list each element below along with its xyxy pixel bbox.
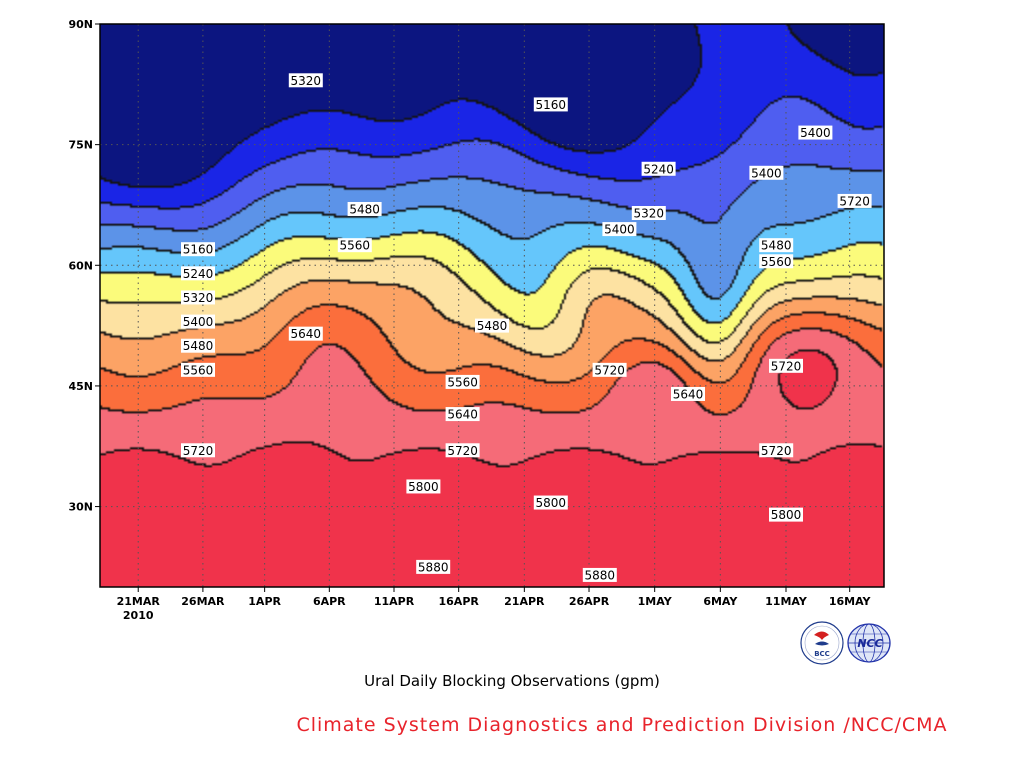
svg-text:NCC: NCC (857, 637, 882, 650)
contour-label: 5320 (288, 73, 323, 88)
contour-label: 5400 (749, 165, 784, 180)
svg-text:5640: 5640 (291, 327, 322, 341)
x-tick-label: 16APR (439, 595, 480, 608)
contour-label: 5240 (181, 266, 215, 281)
svg-text:5640: 5640 (673, 387, 704, 401)
svg-text:5320: 5320 (183, 291, 214, 305)
contour-label: 5400 (798, 125, 833, 140)
y-tick-label: 45N (68, 380, 93, 393)
contour-label: 5480 (181, 338, 215, 353)
contour-label: 5160 (533, 97, 568, 112)
contour-label: 5720 (181, 443, 215, 458)
x-tick-label: 6APR (313, 595, 346, 608)
x-year-label: 2010 (123, 609, 154, 622)
svg-text:5240: 5240 (643, 162, 674, 176)
svg-text:5480: 5480 (761, 239, 792, 253)
svg-text:5800: 5800 (536, 496, 567, 510)
contour-label: 5240 (641, 161, 676, 176)
contour-label: 5400 (181, 314, 215, 329)
x-tick-label: 1MAY (638, 595, 673, 608)
plot-area (100, 24, 884, 587)
x-tick-label: 11MAY (765, 595, 808, 608)
contour-label: 5160 (181, 242, 215, 257)
svg-text:5720: 5720 (447, 444, 478, 458)
chart-title: Ural Daily Blocking Observations (gpm) (364, 672, 660, 690)
svg-text:5560: 5560 (183, 363, 214, 377)
contour-label: 5400 (602, 222, 637, 237)
svg-text:5560: 5560 (447, 375, 478, 389)
contour-label: 5720 (592, 362, 627, 377)
contour-label: 5640 (288, 326, 323, 341)
svg-text:5320: 5320 (291, 74, 322, 88)
contour-label: 5560 (445, 374, 480, 389)
credit-line: Climate System Diagnostics and Predictio… (296, 714, 948, 736)
y-tick-label: 90N (68, 18, 93, 31)
contour-label: 5800 (533, 495, 568, 510)
y-tick-label: 30N (68, 501, 93, 514)
x-tick-label: 6MAY (703, 595, 738, 608)
x-tick-label: 1APR (248, 595, 281, 608)
contour-label: 5480 (475, 318, 509, 333)
y-tick-label: 75N (68, 139, 93, 152)
svg-text:5240: 5240 (183, 267, 214, 281)
y-tick-label: 60N (68, 259, 93, 272)
contour-label: 5480 (347, 201, 382, 216)
x-tick-label: 16MAY (829, 595, 872, 608)
svg-text:5880: 5880 (418, 560, 449, 574)
svg-text:5480: 5480 (477, 319, 508, 333)
svg-text:BCC: BCC (814, 650, 830, 658)
x-tick-label: 11APR (374, 595, 415, 608)
contour-label: 5880 (416, 559, 451, 574)
contour-label: 5640 (445, 407, 480, 422)
svg-text:5480: 5480 (349, 202, 380, 216)
svg-text:5880: 5880 (585, 568, 616, 582)
contour-label: 5800 (406, 479, 441, 494)
svg-text:5560: 5560 (340, 239, 371, 253)
svg-text:5400: 5400 (751, 166, 782, 180)
svg-text:5800: 5800 (771, 508, 802, 522)
x-tick-label: 26MAR (181, 595, 225, 608)
contour-field (100, 24, 884, 587)
x-tick-label: 21MAR (117, 595, 161, 608)
contour-label: 5800 (769, 507, 803, 522)
ncc-logo: NCC (847, 623, 891, 663)
svg-text:5720: 5720 (839, 194, 870, 208)
contour-label: 5560 (181, 362, 215, 377)
plot-frame (99, 23, 885, 588)
svg-text:5320: 5320 (634, 207, 665, 221)
x-tick-label: 26APR (569, 595, 610, 608)
contour-label: 5720 (445, 443, 480, 458)
contour-label: 5880 (582, 567, 617, 582)
svg-text:5720: 5720 (594, 363, 625, 377)
contour-label: 5720 (837, 193, 872, 208)
svg-text:5160: 5160 (536, 98, 567, 112)
svg-text:5560: 5560 (761, 255, 792, 269)
contour-label: 5320 (631, 206, 666, 221)
svg-text:5640: 5640 (447, 408, 478, 422)
svg-text:5160: 5160 (183, 243, 214, 257)
grid-lines (100, 24, 884, 587)
svg-text:5400: 5400 (604, 223, 635, 237)
contour-label: 5640 (671, 386, 705, 401)
svg-text:5400: 5400 (183, 315, 214, 329)
svg-text:5720: 5720 (771, 359, 802, 373)
svg-text:5720: 5720 (761, 444, 792, 458)
contour-label: 5320 (181, 290, 215, 305)
contour-label: 5720 (759, 443, 794, 458)
svg-text:5720: 5720 (183, 444, 214, 458)
svg-text:5400: 5400 (800, 126, 831, 140)
svg-text:5800: 5800 (408, 480, 439, 494)
contour-label: 5720 (769, 358, 803, 373)
contour-label: 5560 (759, 254, 794, 269)
x-tick-label: 21APR (504, 595, 545, 608)
bcc-logo: BCC (800, 621, 844, 665)
svg-text:5480: 5480 (183, 339, 214, 353)
contour-label: 5480 (759, 238, 794, 253)
contour-labels: 5160 5240 5320 5400 5480 5560 5720 5320 5640 5480… (181, 73, 872, 582)
contour-label: 5560 (337, 238, 372, 253)
